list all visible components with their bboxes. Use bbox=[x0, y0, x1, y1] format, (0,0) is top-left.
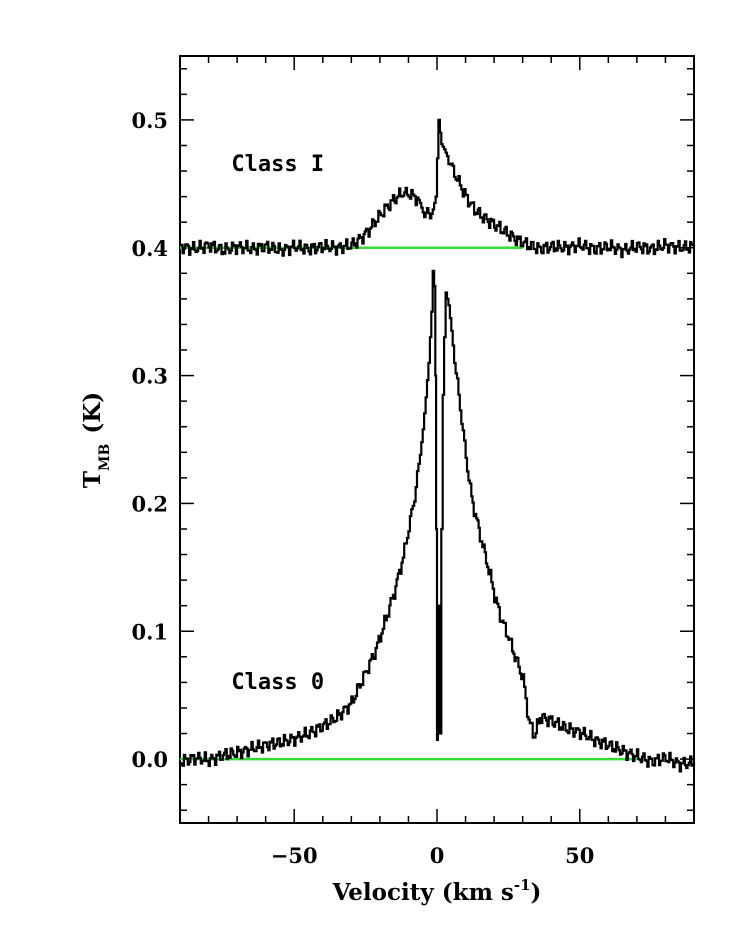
spectra bbox=[180, 118, 696, 773]
annotations: Class I Class 0 bbox=[231, 152, 324, 695]
y-axis-title: TMB(K) bbox=[79, 392, 113, 488]
spectrum-line-class-i bbox=[180, 118, 696, 259]
spectrum-line-class-0 bbox=[180, 269, 696, 773]
y-tick-label: 0.5 bbox=[131, 108, 168, 133]
y-tick-label: 0.4 bbox=[131, 236, 168, 261]
label-class-0: Class 0 bbox=[231, 670, 324, 695]
y-tick-label: 0.0 bbox=[131, 747, 168, 772]
y-tick-label: 0.2 bbox=[131, 491, 168, 516]
y-tick-label: 0.1 bbox=[131, 619, 168, 644]
x-tick-label: 50 bbox=[565, 843, 594, 868]
axis-ticks bbox=[180, 56, 694, 823]
x-axis-title: Velocity (km s-1) bbox=[332, 876, 542, 906]
tick-labels: −50 0 50 0.0 0.1 0.2 0.3 0.4 0.5 bbox=[131, 108, 594, 868]
x-tick-label: −50 bbox=[271, 843, 318, 868]
label-class-i: Class I bbox=[231, 152, 324, 177]
y-tick-label: 0.3 bbox=[131, 364, 168, 389]
x-tick-label: 0 bbox=[430, 843, 445, 868]
